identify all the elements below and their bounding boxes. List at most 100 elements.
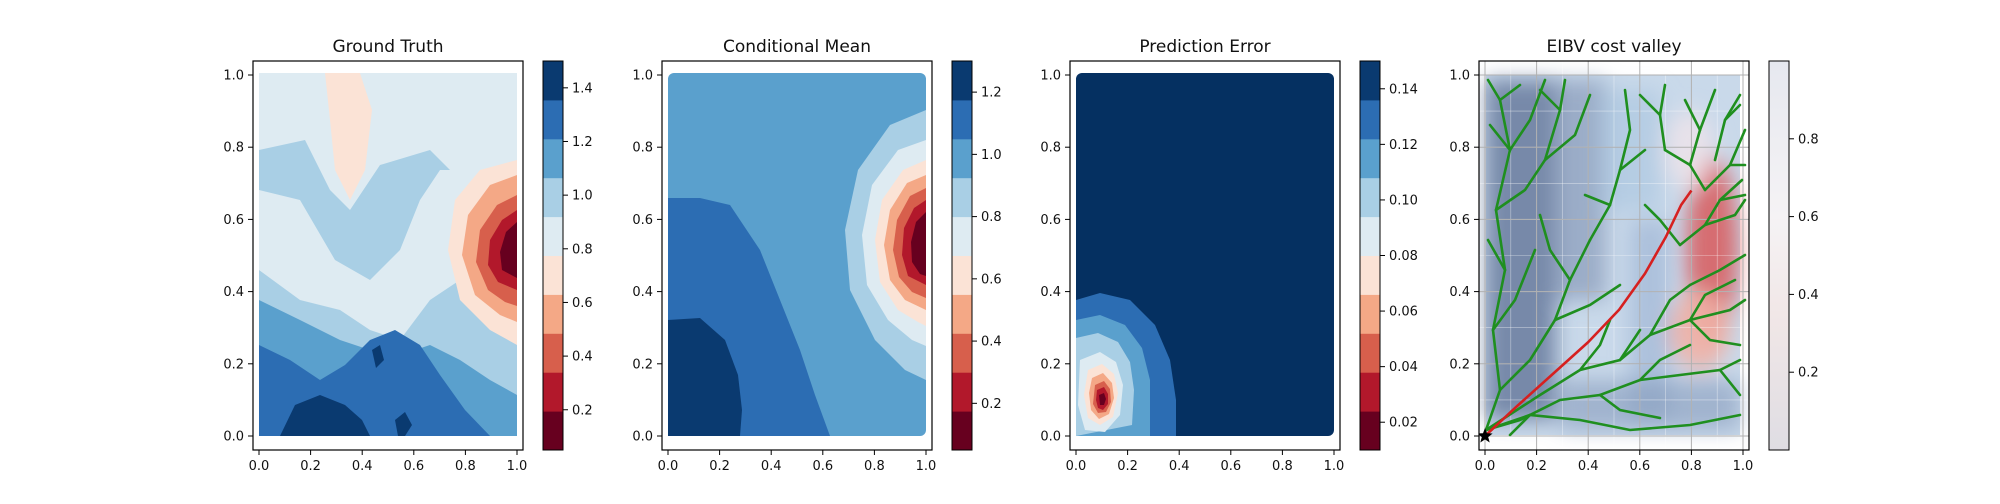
optimal-path [1484,189,1693,437]
colorbar-prediction-error: 0.02 0.04 0.06 0.08 0.10 0.12 0.14 [1359,60,1418,451]
colorbar-band [1360,61,1380,101]
x-tick-label: 0.2 [1526,459,1547,474]
colorbar-tick-label: 1.2 [981,86,1002,101]
panel-title: Prediction Error [1139,37,1270,57]
colorbar-band [1360,411,1380,451]
y-tick-label: 0.0 [632,430,653,445]
axes-frame [252,60,524,451]
colorbar-band [1360,99,1380,140]
y-tick-label: 0.0 [1449,430,1470,445]
colorbar-tick-label: 0.8 [1798,132,1819,147]
x-tick-label: 1.0 [1324,459,1345,474]
colorbar-tick-label: 0.6 [1798,210,1819,225]
colorbar-tick-label: 0.02 [1389,416,1418,431]
colorbar-band [543,99,563,140]
y-tick-label: 0.2 [1449,357,1470,372]
y-tick-label: 1.0 [1040,69,1061,84]
colorbar-frame [951,60,973,451]
colorbar-tick-label: 0.04 [1389,360,1418,375]
axes-frame [1069,60,1341,451]
colorbar-tick-label: 0.2 [572,403,593,418]
x-tick-label: 0.0 [249,459,270,474]
y-tick-label: 0.2 [223,357,244,372]
axes-frame [661,60,933,451]
x-tick-label: 1.0 [1733,459,1754,474]
colorbar-band [1360,138,1380,179]
colorbar-band [952,61,972,101]
y-tick-label: 0.0 [1040,430,1061,445]
colorbar-band [1360,294,1380,334]
colorbar-tick-label: 0.8 [572,242,593,257]
colorbar-tick-label: 0.10 [1389,193,1418,208]
colorbar-frame [542,60,564,451]
panel-conditional-mean: Conditional Mean 0.0 0.2 0.4 0.6 0.8 1.00.00.… [632,37,1001,474]
colorbar-tick-label: 0.6 [572,296,593,311]
colorbar-ground-truth: 0.2 0.4 0.6 0.8 1.0 1.2 1.4 [542,60,593,451]
x-tick-label: 0.8 [1681,459,1702,474]
panel-title: Ground Truth [332,37,443,57]
colorbar-band [543,255,563,295]
y-tick-label: 0.6 [223,213,244,228]
colorbar-band [543,333,563,373]
y-tick-label: 0.8 [1040,141,1061,156]
colorbar-frame [1768,60,1790,451]
x-tick-label: 0.4 [761,459,782,474]
x-tick-label: 0.2 [1117,459,1138,474]
axis-ticks: 0.0 0.2 0.4 0.6 0.8 1.0 0.0 0.2 0.4 0.6 0.8 1.0 [632,69,936,475]
colorbar-band [952,411,972,451]
colorbar-band [1360,216,1380,256]
x-tick-label: 0.4 [352,459,373,474]
colorbar-band [952,99,972,140]
colorbar-band [952,294,972,334]
colorbar-tick-label: 0.14 [1389,82,1418,97]
colorbar-tick-label: 0.06 [1389,305,1418,320]
x-tick-label: 0.2 [300,459,321,474]
y-tick-label: 1.0 [223,69,244,84]
y-tick-label: 1.0 [632,69,653,84]
panel-eibv-cost-valley: EIBV cost valley [1449,37,1818,474]
y-tick-label: 0.4 [632,285,653,300]
colorbar-gradient [1769,61,1789,450]
colorbar-band [1360,372,1380,412]
rrt-tree [1484,78,1747,437]
panel-ground-truth: Ground Truth 0.0 0.2 0.4 0.6 0.8 1.0 0.0 0.2 0.4… [223,37,592,474]
y-tick-label: 0.6 [1040,213,1061,228]
colorbar-tick-label: 0.12 [1389,138,1418,153]
colorbar-tick-label: 0.6 [981,272,1002,287]
x-tick-label: 1.0 [916,459,937,474]
y-tick-label: 0.2 [1040,357,1061,372]
start-marker [1479,428,1493,443]
heatmap-eibv-cost-valley [1479,61,1749,450]
colorbar-conditional-mean: 0.2 0.4 0.6 0.8 1.0 1.2 [951,60,1002,451]
heatmap-conditional-mean [668,73,926,436]
y-tick-label: 0.8 [1449,141,1470,156]
axis-ticks: 0.0 0.2 0.4 0.6 0.8 1.0 0.0 0.2 0.4 0.6 0.8 1.0 [1040,69,1344,475]
colorbar-band [952,255,972,295]
axes-frame [1478,60,1750,451]
y-tick-label: 0.4 [1449,285,1470,300]
colorbar-tick-label: 0.4 [1798,288,1819,303]
y-tick-label: 0.8 [223,141,244,156]
colorbar-band [1360,333,1380,373]
y-tick-label: 0.6 [632,213,653,228]
colorbar-tick-label: 1.2 [572,135,593,150]
panel-title: EIBV cost valley [1546,37,1681,57]
x-tick-label: 0.6 [1220,459,1241,474]
y-tick-label: 0.8 [632,141,653,156]
x-tick-label: 0.6 [1629,459,1650,474]
colorbar-band [952,138,972,179]
colorbar-band [543,61,563,101]
x-tick-label: 0.0 [1475,459,1496,474]
x-tick-label: 0.0 [1066,459,1087,474]
colorbar-band [543,138,563,179]
heatmap-prediction-error [1076,73,1334,436]
y-tick-label: 0.4 [1040,285,1061,300]
axis-ticks: 0.0 0.2 0.4 0.6 0.8 1.0 0.0 0.2 0.4 0.6 0.8 1.0 [223,69,527,475]
colorbar-band [543,294,563,334]
panel-prediction-error: Prediction Error 0.0 0.2 0.4 0.6 0.8 1.0 0.0 0.… [1040,37,1418,474]
colorbar-band [952,372,972,412]
colorbar-band [543,177,563,218]
colorbar-tick-label: 0.8 [981,210,1002,225]
x-tick-label: 0.0 [658,459,679,474]
